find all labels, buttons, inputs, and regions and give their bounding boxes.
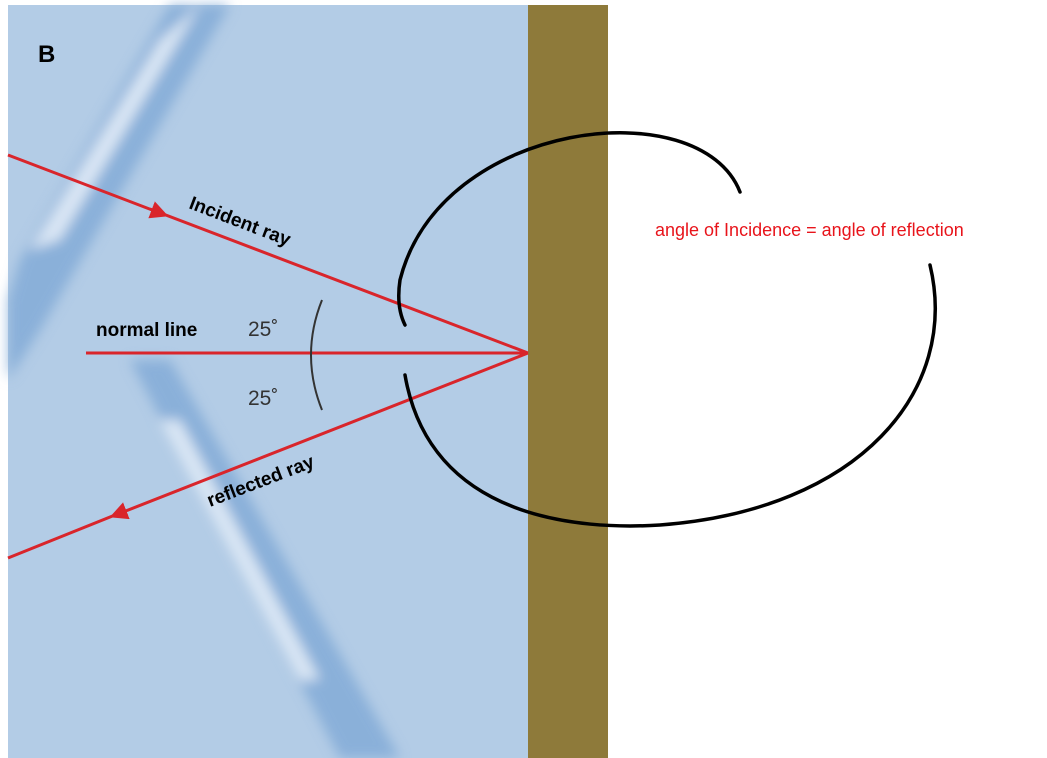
panel-label: B bbox=[38, 41, 55, 68]
wave-streaks bbox=[8, 5, 400, 758]
hand-drawn-circle bbox=[397, 131, 937, 528]
angle-incidence: 25˚ bbox=[248, 318, 278, 341]
normal-label: normal line bbox=[96, 320, 197, 341]
annotation: angle of Incidence = angle of reflection bbox=[655, 220, 964, 240]
reflected-ray bbox=[7, 509, 126, 560]
rays bbox=[7, 153, 529, 560]
angle-reflection: 25˚ bbox=[248, 387, 278, 410]
incident-arrow bbox=[7, 153, 169, 219]
circle-upper-stroke bbox=[397, 131, 742, 327]
incident-ray bbox=[149, 207, 529, 355]
mirror-wall bbox=[528, 5, 608, 758]
angle-arc bbox=[310, 299, 323, 411]
circle-lower-stroke bbox=[403, 263, 937, 528]
water-panel bbox=[8, 5, 528, 758]
reflected-arrow bbox=[109, 351, 529, 520]
